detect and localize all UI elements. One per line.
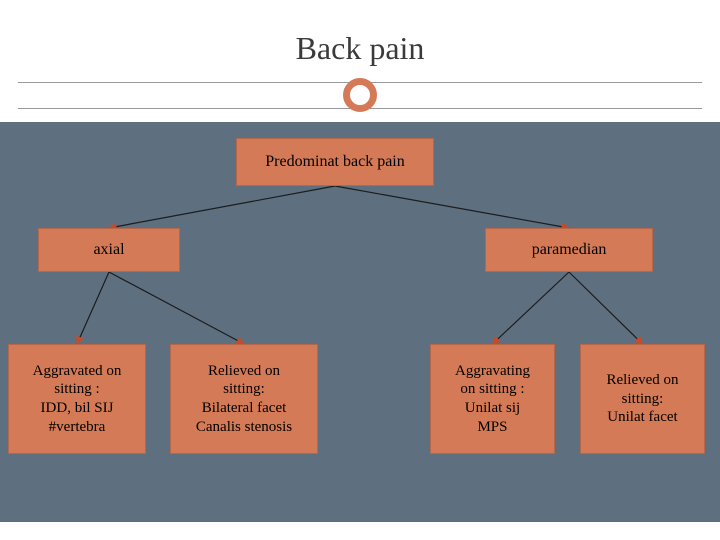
edge-para-n4 [569,272,643,344]
edge-root-para [335,186,569,228]
title-ring-icon [343,78,377,112]
edge-para-n3 [493,272,570,344]
edge-axial-n1 [77,272,109,344]
node-n1: Aggravated on sitting : IDD, bil SIJ #ve… [8,344,146,454]
node-root: Predominat back pain [236,138,434,186]
node-n2: Relieved on sitting: Bilateral facet Can… [170,344,318,454]
page-title: Back pain [0,30,720,67]
edge-root-axial [109,186,335,228]
diagram-panel: Predominat back pain axial paramedian Aggra… [0,122,720,522]
node-para: paramedian [485,228,653,272]
node-n3: Aggravating on sitting : Unilat sij MPS [430,344,555,454]
node-axial: axial [38,228,180,272]
node-n4: Relieved on sitting: Unilat facet [580,344,705,454]
edge-axial-n2 [109,272,244,344]
